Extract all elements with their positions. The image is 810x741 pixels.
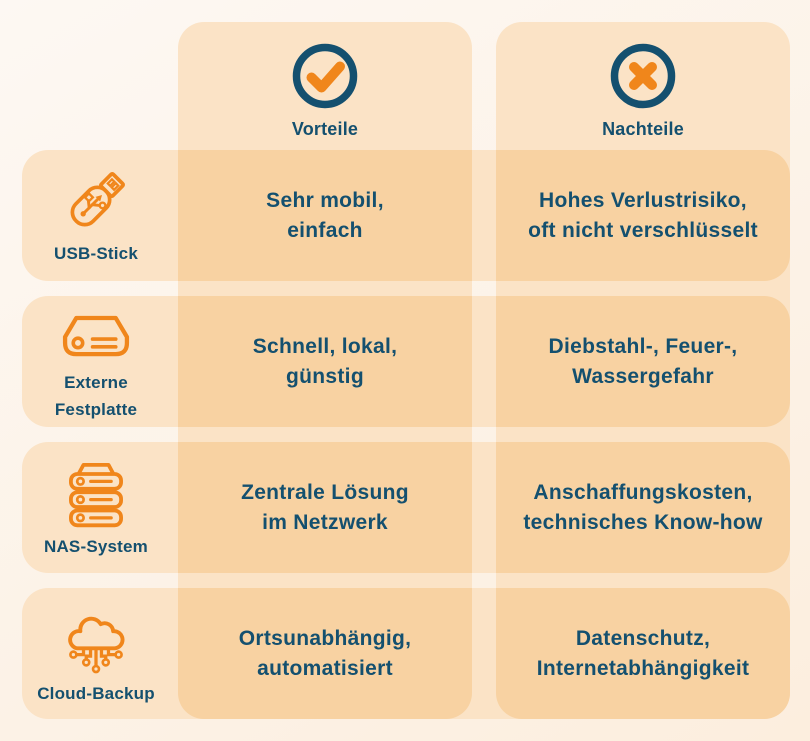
row-header-nas-system: NAS-System <box>22 442 170 573</box>
check-circle-icon <box>289 40 361 112</box>
column-header-vorteile: Vorteile <box>178 40 472 140</box>
cell-nas-system-nachteile: Anschaffungskosten, technisches Know-how <box>496 442 790 573</box>
cell-usb-stick-nachteile: Hohes Verlustrisiko, oft nicht verschlüs… <box>496 150 790 281</box>
cell-usb-stick-vorteile: Sehr mobil, einfach <box>178 150 472 281</box>
row-header-label: Cloud-Backup <box>37 683 155 703</box>
nas-server-icon <box>58 455 134 531</box>
x-circle-icon <box>607 40 679 112</box>
row-header-label: Externe Festplatte <box>54 373 138 419</box>
column-header-label: Vorteile <box>291 119 359 139</box>
cell-text: Hohes Verlustrisiko, oft nicht verschlüs… <box>528 189 758 242</box>
cell-text: Zentrale Lösung im Netzwerk <box>241 481 409 534</box>
cell-cloud-backup-nachteile: Datenschutz, Internetabhängigkeit <box>496 588 790 719</box>
cell-externe-festplatte-vorteile: Schnell, lokal, günstig <box>178 296 472 427</box>
cell-text: Diebstahl-, Feuer-, Wassergefahr <box>548 335 738 388</box>
row-header-label: USB-Stick <box>54 243 138 263</box>
column-header-nachteile: Nachteile <box>496 40 790 140</box>
usb-stick-icon <box>59 164 133 238</box>
cell-text: Datenschutz, Internetabhängigkeit <box>536 627 750 680</box>
column-header-label: Nachteile <box>602 119 684 139</box>
cell-nas-system-vorteile: Zentrale Lösung im Netzwerk <box>178 442 472 573</box>
cell-text: Ortsunabhängig, automatisiert <box>238 627 412 680</box>
cell-text: Sehr mobil, einfach <box>266 189 384 242</box>
row-header-usb-stick: USB-Stick <box>22 150 170 281</box>
cell-text: Schnell, lokal, günstig <box>252 335 398 388</box>
external-hard-drive-icon <box>53 300 139 367</box>
cell-cloud-backup-vorteile: Ortsunabhängig, automatisiert <box>178 588 472 719</box>
cell-text: Anschaffungskosten, technisches Know-how <box>523 481 763 534</box>
row-header-label: NAS-System <box>43 536 149 556</box>
row-header-externe-festplatte: Externe Festplatte <box>22 296 170 427</box>
row-header-cloud-backup: Cloud-Backup <box>22 588 170 719</box>
cell-externe-festplatte-nachteile: Diebstahl-, Feuer-, Wassergefahr <box>496 296 790 427</box>
cloud-backup-icon <box>57 600 135 678</box>
